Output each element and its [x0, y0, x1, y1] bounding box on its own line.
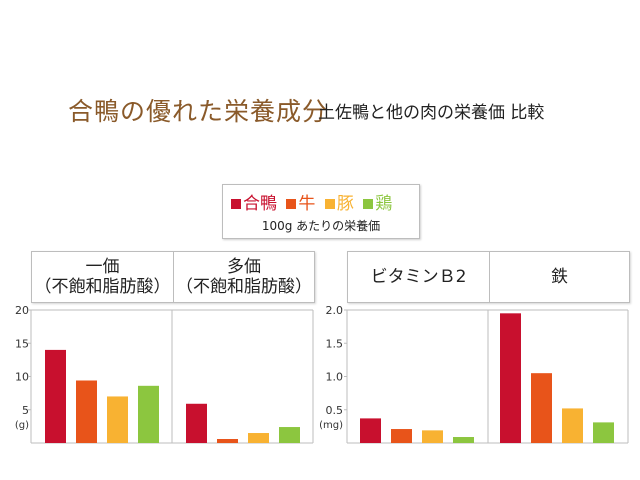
legend-label: 牛: [298, 194, 316, 214]
legend-swatch: [286, 199, 297, 209]
header-monounsaturated: 一価 （不飽和脂肪酸）: [34, 257, 171, 297]
page-title: 合鴨の優れた栄養成分: [68, 97, 329, 126]
legend-label: 豚: [336, 194, 354, 214]
right-chart-header: ビタミンＢ2 鉄: [347, 251, 630, 303]
bar: [248, 433, 269, 443]
y-tick-label: 20: [15, 304, 29, 317]
y-tick-label: 1.5: [326, 337, 344, 350]
y-tick-label: 1.0: [326, 371, 344, 384]
y-tick-label: 15: [15, 337, 29, 350]
y-tick-label: 5: [22, 404, 29, 417]
legend-item-chicken: 鶏: [363, 189, 392, 214]
bar: [593, 422, 614, 443]
legend-row: 合鴨 牛 豚 鶏: [231, 189, 396, 214]
legend-swatch: [324, 199, 335, 209]
header-iron: 鉄: [551, 267, 568, 287]
y-tick-label: 10: [15, 371, 29, 384]
bar: [279, 427, 300, 443]
legend-note: 100g あたりの栄養価: [261, 219, 381, 233]
bar: [76, 380, 97, 443]
legend-item-duck: 合鴨: [231, 189, 277, 214]
legend-label: 合鴨: [243, 194, 277, 214]
bar: [107, 396, 128, 443]
bar: [45, 349, 66, 443]
bar: [531, 373, 552, 443]
legend-swatch: [363, 199, 374, 209]
bar: [500, 313, 521, 443]
bar: [562, 408, 583, 443]
bar: [453, 437, 474, 443]
bar: [217, 439, 238, 443]
y-axis-unit: (g): [15, 420, 29, 431]
bar: [422, 430, 443, 443]
bar: [186, 403, 207, 443]
header-divider: [489, 252, 490, 302]
legend-item-beef: 牛: [286, 189, 315, 214]
bar: [138, 385, 159, 443]
bar: [360, 418, 381, 443]
y-axis-unit: (mg): [319, 420, 343, 431]
legend: 合鴨 牛 豚 鶏 100g あたりの栄養価: [222, 184, 420, 239]
legend-item-pork: 豚: [324, 189, 354, 214]
header-vitamin-b2: ビタミンＢ2: [370, 267, 467, 287]
left-chart-header: 一価 （不飽和脂肪酸） 多価 （不飽和脂肪酸）: [31, 251, 315, 303]
header-polyunsaturated: 多価 （不飽和脂肪酸）: [176, 257, 312, 297]
legend-swatch: [231, 199, 241, 209]
page-subtitle: 土佐鴨と他の肉の栄養価 比較: [318, 103, 545, 123]
header-divider: [173, 252, 174, 302]
bar: [391, 429, 412, 443]
y-tick-label: 0.5: [326, 404, 344, 417]
y-tick-label: 2.0: [326, 304, 344, 317]
legend-label: 鶏: [375, 194, 393, 214]
